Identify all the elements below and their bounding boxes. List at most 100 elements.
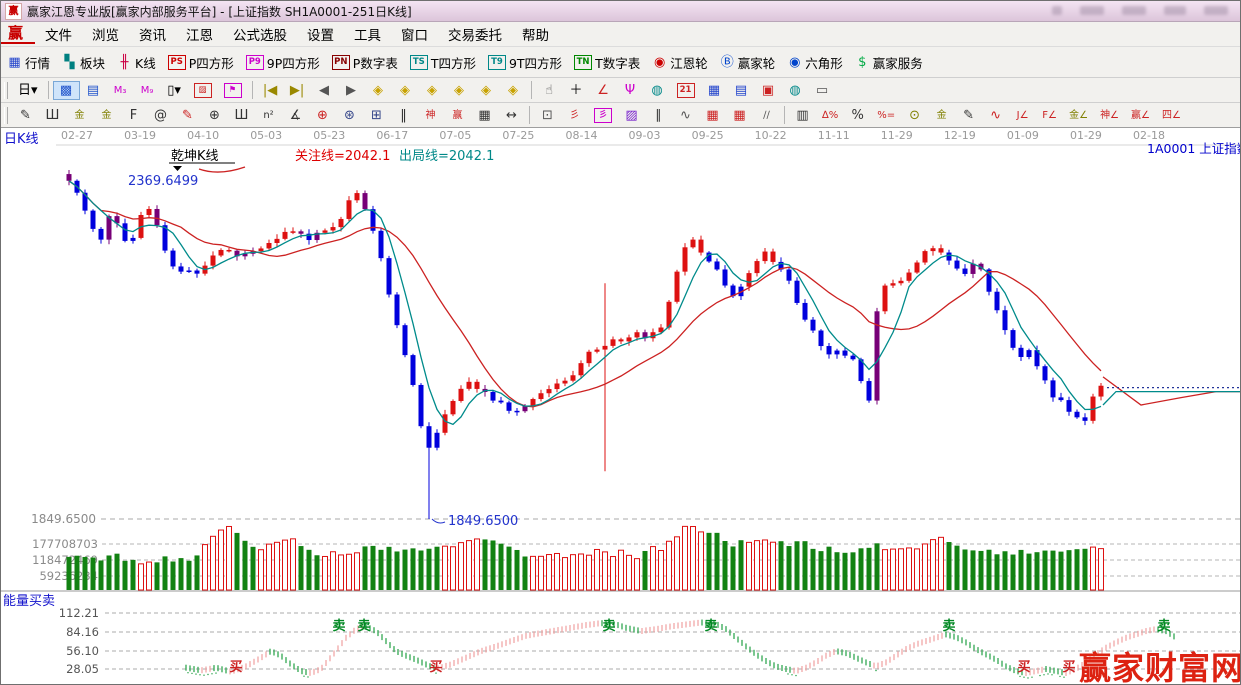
oscillator-pane-label: 能量买卖 bbox=[3, 594, 55, 609]
spider-web-button[interactable]: ⊛ bbox=[336, 106, 363, 125]
cycle-tool-button[interactable]: ◍ bbox=[644, 81, 671, 100]
info-doc-button[interactable]: ▤ bbox=[80, 81, 107, 100]
menu-item-1[interactable]: 浏览 bbox=[92, 28, 120, 44]
gold-circle-button[interactable]: ⊙ bbox=[901, 106, 928, 125]
hexagon-button[interactable]: ◉ 六角形 bbox=[781, 51, 849, 74]
bar-pair-button[interactable]: ‖ bbox=[390, 106, 417, 125]
gold-lines-button[interactable]: 金 bbox=[928, 106, 955, 125]
ying-angle-button[interactable]: 赢∠ bbox=[1125, 106, 1156, 125]
menu-item-2[interactable]: 资讯 bbox=[139, 28, 167, 44]
report-doc-button[interactable]: ▤ bbox=[728, 81, 755, 100]
f-angle-button[interactable]: F∠ bbox=[1036, 106, 1063, 125]
ying-square-button[interactable]: 赢 bbox=[444, 106, 471, 125]
gann-fan-tool-button[interactable]: Ψ bbox=[617, 81, 644, 100]
percent-lines-button[interactable]: %= bbox=[871, 106, 901, 125]
brush-tool-button[interactable]: ✎ bbox=[174, 106, 201, 125]
menu-item-4[interactable]: 公式选股 bbox=[233, 28, 288, 44]
pattern-9-button[interactable]: M₉ bbox=[134, 81, 161, 100]
pen-tool-button[interactable]: ✎ bbox=[12, 106, 39, 125]
winner-service-button[interactable]: $ 赢家服务 bbox=[849, 51, 929, 74]
j-angle-button[interactable]: J∠ bbox=[1009, 106, 1036, 125]
angle-mirror-button[interactable]: ∡ bbox=[282, 106, 309, 125]
shift-right-button[interactable]: ◈ bbox=[392, 81, 419, 100]
f-square-button[interactable]: F bbox=[120, 106, 147, 125]
pan-hand-button[interactable]: ☝ bbox=[536, 81, 563, 100]
gold-square-2-button[interactable]: 金 bbox=[93, 106, 120, 125]
comb-grid-button[interactable]: Ш bbox=[39, 106, 66, 125]
box-select-button[interactable]: ⊡ bbox=[534, 106, 561, 125]
percent-tool-button[interactable]: % bbox=[844, 106, 871, 125]
p-square-button[interactable]: PS P四方形 bbox=[162, 51, 240, 74]
compress-horizontal-button[interactable]: ◈ bbox=[446, 81, 473, 100]
hatch-box-button[interactable]: ▨ bbox=[618, 106, 645, 125]
shift-left-button[interactable]: ◈ bbox=[365, 81, 392, 100]
kline-type-selector[interactable]: 乾坤K线 bbox=[169, 149, 246, 173]
compress-all-button[interactable]: ◈ bbox=[500, 81, 527, 100]
number-grid-button[interactable]: ▦ bbox=[471, 106, 498, 125]
circle-grid-button[interactable]: ⊕ bbox=[201, 106, 228, 125]
expand-all-button[interactable]: ◈ bbox=[473, 81, 500, 100]
t-square-button[interactable]: TS T四方形 bbox=[404, 51, 482, 74]
menu-item-0[interactable]: 文件 bbox=[45, 28, 73, 44]
slash-lines-button[interactable]: ∕∕ bbox=[753, 106, 780, 125]
kline-label: K线 bbox=[135, 55, 156, 71]
spiral-tool-button[interactable]: @ bbox=[147, 106, 174, 125]
menu-item-8[interactable]: 交易委托 bbox=[448, 28, 503, 44]
shen-square-button[interactable]: 神 bbox=[417, 106, 444, 125]
sectors-button[interactable]: ▚ 板块 bbox=[56, 51, 111, 74]
comb-grid-dense-button[interactable]: Ш bbox=[228, 106, 255, 125]
chart-canvas[interactable]: 02-27 03-19 04-10 05-03 05-23 06-17 07-05 07-25… bbox=[1, 128, 1241, 685]
menu-item-6[interactable]: 工具 bbox=[354, 28, 382, 44]
save-button[interactable]: ▣ bbox=[755, 81, 782, 100]
scale-ruler-button[interactable]: ▥ bbox=[789, 106, 816, 125]
wave-band-button[interactable]: ∿ bbox=[982, 106, 1009, 125]
gann-net-button[interactable]: ▨ bbox=[188, 81, 218, 100]
si-angle-button[interactable]: 四∠ bbox=[1156, 106, 1187, 125]
t-number-table-button[interactable]: TN T数字表 bbox=[568, 51, 646, 74]
jump-last-button[interactable]: ▶| bbox=[284, 81, 311, 100]
9t-square-button[interactable]: T9 9T四方形 bbox=[482, 51, 568, 74]
n-squared-tool-button[interactable]: n² bbox=[255, 106, 282, 125]
calendar-button[interactable]: 21 bbox=[671, 81, 701, 100]
angle-measure-button[interactable]: ∠ bbox=[590, 81, 617, 100]
red-grid-button[interactable]: ▦ bbox=[699, 106, 726, 125]
gold-angle-button[interactable]: 金∠ bbox=[1063, 106, 1094, 125]
menu-item-7[interactable]: 窗口 bbox=[401, 28, 429, 44]
shen-angle-button[interactable]: 神∠ bbox=[1094, 106, 1125, 125]
web-square-button[interactable]: ⊞ bbox=[363, 106, 390, 125]
parallel-lines-button[interactable]: ∥ bbox=[645, 106, 672, 125]
red-grid-2-button[interactable]: ▦ bbox=[726, 106, 753, 125]
fan-lines-button[interactable]: 彡 bbox=[561, 106, 588, 125]
gann-box-tool-button[interactable]: ▩ bbox=[52, 80, 80, 100]
quotes-button[interactable]: ▦ 行情 bbox=[1, 51, 56, 74]
9p-square-button[interactable]: P9 9P四方形 bbox=[240, 51, 326, 74]
gann-wheel-button[interactable]: ◉ 江恩轮 bbox=[646, 51, 714, 74]
trough-annotation: 1849.6500 bbox=[448, 514, 518, 529]
page-prev-button[interactable]: ◀ bbox=[311, 81, 338, 100]
percent-triangle-button[interactable]: ∆% bbox=[816, 106, 844, 125]
expand-horizontal-button[interactable]: ◈ bbox=[419, 81, 446, 100]
width-arrow-button[interactable]: ↔ bbox=[498, 106, 525, 125]
target-cross-button[interactable]: ⊕ bbox=[309, 106, 336, 125]
period-candle-dropdown-button[interactable]: 日▾ bbox=[12, 81, 44, 100]
print-button[interactable]: ▭ bbox=[809, 81, 836, 100]
jump-first-button[interactable]: |◀ bbox=[257, 81, 284, 100]
candle-style-dropdown-button[interactable]: ▯▾ bbox=[161, 81, 188, 100]
pattern-3-button[interactable]: M₃ bbox=[107, 81, 134, 100]
menu-item-5[interactable]: 设置 bbox=[307, 28, 335, 44]
menu-item-9[interactable]: 帮助 bbox=[522, 28, 550, 44]
calculator-button[interactable]: ▦ bbox=[701, 81, 728, 100]
title-bar[interactable]: 赢 赢家江恩专业版[赢家内部服务平台] - [上证指数 SH1A0001-251… bbox=[1, 1, 1240, 22]
kline-button[interactable]: ╫ K线 bbox=[111, 51, 162, 74]
gold-square-button[interactable]: 金 bbox=[66, 106, 93, 125]
ink-tool-button[interactable]: ✎ bbox=[955, 106, 982, 125]
winner-wheel-button[interactable]: Ⓑ 赢家轮 bbox=[714, 51, 782, 74]
crosshair-button[interactable]: ＋ bbox=[563, 81, 590, 100]
web-sync-button[interactable]: ◍ bbox=[782, 81, 809, 100]
color-flag-button[interactable]: ⚑ bbox=[218, 81, 248, 100]
p-number-table-button[interactable]: PN P数字表 bbox=[326, 51, 404, 74]
page-next-button[interactable]: ▶ bbox=[338, 81, 365, 100]
fan-box-button[interactable]: 彡 bbox=[588, 106, 618, 125]
wave-tool-button[interactable]: ∿ bbox=[672, 106, 699, 125]
menu-item-3[interactable]: 江恩 bbox=[186, 28, 214, 44]
